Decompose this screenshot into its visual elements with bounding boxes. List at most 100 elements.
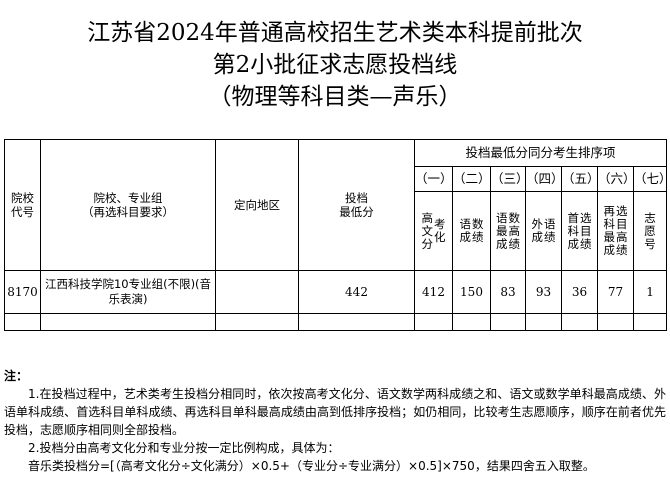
notes-label: 注： xyxy=(4,369,29,383)
page-title: 江苏省2024年普通高校招生艺术类本科提前批次 第2小批征求志愿投档线 （物理等… xyxy=(0,0,670,113)
cell-rank-7: 1 xyxy=(632,270,668,314)
empty-cell xyxy=(4,313,41,331)
cell-major-group: 江西科技学院10专业组(不限)(音乐表演) xyxy=(40,270,216,314)
header-rank-num-3: （三） xyxy=(490,166,529,192)
vertical-label-column: 语绩 xyxy=(544,218,556,244)
vertical-label-char: 化 xyxy=(434,230,446,244)
vertical-label-char: 成 xyxy=(567,236,580,251)
header-rank-num-2: （二） xyxy=(452,166,491,192)
vertical-label-char: 语 xyxy=(459,217,472,231)
vertical-label-char: 成 xyxy=(531,230,544,244)
vertical-label-char: 最 xyxy=(496,223,508,238)
vertical-label-column: 数绩 xyxy=(472,218,484,244)
vertical-label-char: 科 xyxy=(567,223,580,238)
vertical-label-char: 高 xyxy=(508,223,521,238)
empty-cell xyxy=(490,313,526,331)
vertical-label-char: 愿 xyxy=(644,223,656,238)
vertical-label-char: 最 xyxy=(603,230,616,244)
cell-rank-2: 150 xyxy=(452,270,491,314)
header-school-code: 院校 代号 xyxy=(4,139,41,271)
header-rank-label-3: 语最成数高绩 xyxy=(490,191,526,271)
vertical-label-char: 科 xyxy=(603,217,616,231)
vertical-label-char: 成 xyxy=(496,236,508,251)
vertical-label-column: 外成 xyxy=(532,218,544,244)
vertical-label-char: 高 xyxy=(421,210,434,225)
vertical-label-char: 首 xyxy=(567,210,580,225)
note-item-1: 1.在投档过程中，艺术类考生投档分相同时，依次按高考文化分、语文数学两科成绩之和… xyxy=(4,387,666,437)
admission-score-table: 院校 代号 院校、专业组 （再选科目要求） 定向地区 投档 最低分 投档最低分同… xyxy=(4,139,670,331)
header-rank-num-6: （六） xyxy=(597,166,636,192)
empty-cell xyxy=(452,313,491,331)
header-rank-label-4: 外成语绩 xyxy=(525,191,562,271)
vertical-label-char: 绩 xyxy=(544,230,556,244)
empty-cell xyxy=(632,313,668,331)
vertical-label-char: 外 xyxy=(531,217,544,231)
cell-rank-1: 412 xyxy=(414,270,453,314)
title-line-2: 第2小批征求志愿投档线 xyxy=(212,52,458,78)
cell-directed-area xyxy=(215,270,299,314)
vertical-label-char: 数 xyxy=(472,217,484,231)
empty-cell xyxy=(215,313,299,331)
header-rank-label-7: 志愿号 xyxy=(632,191,668,271)
title-line-1: 江苏省2024年普通高校招生艺术类本科提前批次 xyxy=(87,20,583,46)
empty-cell xyxy=(561,313,598,331)
table-row: 8170 江西科技学院10专业组(不限)(音乐表演) 442 412 150 8… xyxy=(4,270,668,314)
note-item-2-formula: 音乐类投档分=[（高考文化分÷文化满分）×0.5+（专业分÷专业满分）×0.5]… xyxy=(28,459,595,473)
vertical-label-char: 语 xyxy=(496,210,508,225)
empty-cell xyxy=(298,313,415,331)
vertical-label-char: 高 xyxy=(616,230,628,244)
empty-cell xyxy=(414,313,453,331)
vertical-label-column: 高文分 xyxy=(421,210,434,251)
header-rank-label-2: 语成数绩 xyxy=(452,191,491,271)
header-row-3: 高文分考化 语成数绩 语最成数高绩 外成语绩 首科成选目绩 再科最成选目高绩 志… xyxy=(5,191,668,271)
empty-cell xyxy=(525,313,562,331)
vertical-label-char: 绩 xyxy=(472,230,484,244)
score-table-container: 院校 代号 院校、专业组 （再选科目要求） 定向地区 投档 最低分 投档最低分同… xyxy=(4,139,670,331)
cell-rank-4: 93 xyxy=(525,270,562,314)
cell-rank-3: 83 xyxy=(490,270,526,314)
vertical-label-char: 再 xyxy=(603,204,616,218)
header-row-2: （一） （二） （三） （四） （五） （六） （七） xyxy=(5,166,670,192)
vertical-label-char: 号 xyxy=(644,236,656,251)
vertical-label-char: 考 xyxy=(434,217,446,231)
vertical-label-column: 考化 xyxy=(434,218,446,244)
vertical-label-char: 绩 xyxy=(508,236,521,251)
vertical-label-char: 语 xyxy=(544,217,556,231)
table-header: 院校 代号 院校、专业组 （再选科目要求） 定向地区 投档 最低分 投档最低分同… xyxy=(4,139,670,271)
vertical-label-column: 首科成 xyxy=(567,210,580,251)
vertical-label-column: 志愿号 xyxy=(644,210,656,251)
header-rank-group-title: 投档最低分同分考生排序项 xyxy=(413,139,668,167)
empty-cell xyxy=(40,313,216,331)
table-row-empty xyxy=(4,313,668,331)
vertical-label-column: 再科最成 xyxy=(604,205,616,257)
vertical-label-column: 选目高绩 xyxy=(616,205,628,257)
header-rank-num-5: （五） xyxy=(561,166,600,192)
vertical-label-char: 志 xyxy=(644,210,656,225)
vertical-label-char: 成 xyxy=(459,230,472,244)
note-item-2: 2.投档分由高考文化分和专业分按一定比例构成，具体为： xyxy=(28,441,340,455)
cell-rank-5: 36 xyxy=(561,270,598,314)
vertical-label-char: 目 xyxy=(580,223,592,238)
cell-rank-6: 77 xyxy=(597,270,634,314)
cell-min-score: 442 xyxy=(298,270,415,314)
header-directed-area: 定向地区 xyxy=(215,139,299,271)
header-rank-label-6: 再科最成选目高绩 xyxy=(597,191,634,271)
header-rank-num-1: （一） xyxy=(414,166,453,192)
header-row-1: 院校 代号 院校、专业组 （再选科目要求） 定向地区 投档 最低分 投档最低分同… xyxy=(4,139,668,271)
vertical-label-char: 选 xyxy=(580,210,592,225)
vertical-label-char: 分 xyxy=(421,236,434,251)
header-min-score: 投档 最低分 xyxy=(298,139,415,271)
vertical-label-char: 成 xyxy=(603,243,616,257)
header-rank-num-4: （四） xyxy=(525,166,564,192)
vertical-label-char: 目 xyxy=(616,217,628,231)
title-line-3: （物理等科目类—声乐） xyxy=(208,84,462,110)
table-body: 8170 江西科技学院10专业组(不限)(音乐表演) 442 412 150 8… xyxy=(4,270,668,331)
vertical-label-column: 语成 xyxy=(460,218,472,244)
vertical-label-char: 数 xyxy=(508,210,521,225)
empty-cell xyxy=(597,313,634,331)
vertical-label-column: 选目绩 xyxy=(580,210,592,251)
header-major-group: 院校、专业组 （再选科目要求） xyxy=(40,139,216,271)
vertical-label-column: 数高绩 xyxy=(508,210,521,251)
header-rank-num-7: （七） xyxy=(632,166,670,192)
vertical-label-char: 绩 xyxy=(616,243,628,257)
